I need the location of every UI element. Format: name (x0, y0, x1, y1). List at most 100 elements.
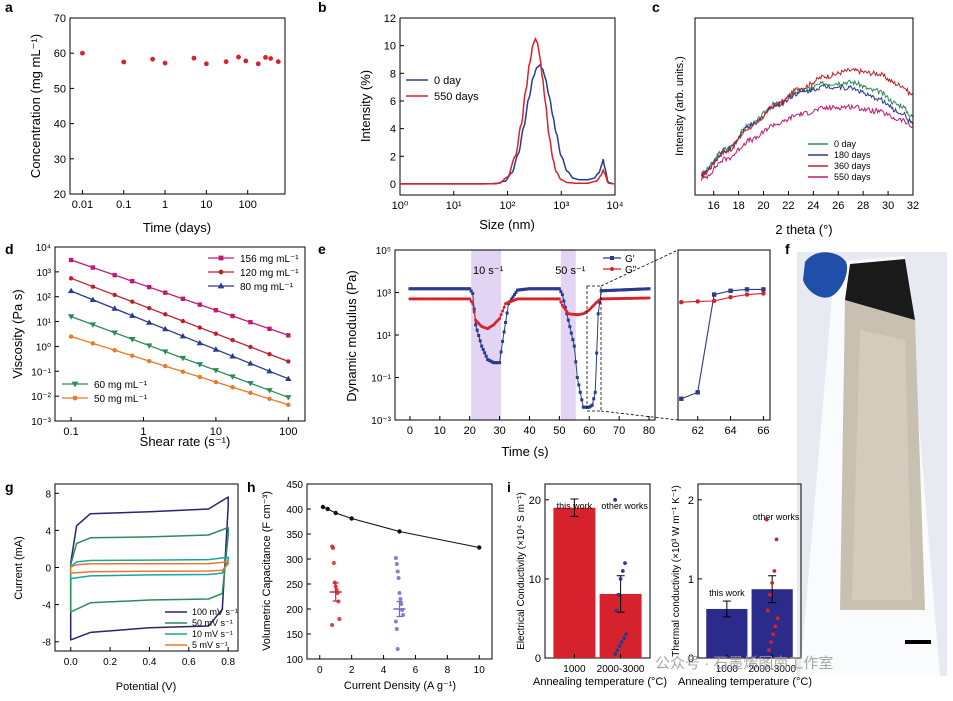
modulus-point (571, 338, 575, 342)
legend-label: 156 mg mL⁻¹ (240, 254, 299, 265)
modulus-point (557, 287, 561, 291)
panel-c-xtick-label: 18 (732, 200, 744, 212)
watermark-text: 公众号 · 石墨烯图南工作室 (655, 655, 833, 672)
viscosity-point (285, 395, 292, 401)
panel-b-xtick-label: 10⁴ (607, 200, 624, 212)
concentration-point (236, 54, 241, 60)
panel-c-xtick-label: 22 (782, 200, 794, 212)
panel-h-ytick-label: 400 (286, 505, 303, 516)
legend-label: 550 days (434, 91, 479, 103)
other-work-point (399, 602, 404, 606)
viscosity-point (130, 279, 135, 284)
panel-e-xtick-label: 70 (613, 425, 625, 437)
panel-a-xtick-label: 0.1 (116, 199, 131, 211)
panel-c-xtick-label: 24 (807, 200, 819, 212)
panel-d-xtick-label: 0.1 (63, 426, 78, 438)
viscosity-point (196, 362, 204, 368)
inset-modulus-point (761, 291, 766, 296)
panel-b-frame (399, 17, 616, 196)
panel-e-xtick-label: 20 (464, 425, 476, 437)
modulus-point (471, 291, 475, 295)
panel-d-ytick-label: 10¹ (37, 318, 52, 329)
legend-label: G' (625, 254, 635, 265)
modulus-point (483, 351, 487, 355)
panel-e: e 10 s⁻¹ 50 s⁻¹ 0 10 20 30 40 50 60 70 80 10⁻³ 10⁻¹… (318, 241, 771, 459)
viscosity-point (147, 284, 152, 290)
panel-c-xtick-label: 26 (832, 200, 844, 212)
panel-g-label: g (5, 479, 14, 495)
modulus-line (409, 297, 649, 330)
panel-h-ytick-label: 450 (286, 480, 303, 491)
panel-g-xtick-label: 0.0 (64, 657, 78, 668)
cv-loop (69, 526, 229, 613)
panel-a-xlabel: Time (days) (143, 220, 211, 235)
panel-b-ytick-label: 0 (390, 179, 396, 191)
panel-b-ytick-label: 6 (390, 96, 396, 108)
panel-i2-ytick-label: 2 (688, 495, 694, 507)
panel-a-xtick-label: 1 (162, 199, 168, 211)
panel-i2-other-work-point (773, 624, 778, 629)
xrd-pattern-line (701, 67, 913, 179)
viscosity-point (90, 341, 96, 346)
concentration-point (121, 59, 127, 65)
panel-c-label: c (652, 0, 660, 15)
legend-marker (610, 256, 614, 260)
other-work-point (394, 562, 399, 566)
other-work-point (395, 647, 400, 651)
panel-h-ylabel: Volumetric Capacitance (F cm⁻³) (261, 491, 273, 651)
inset-modulus-point (744, 292, 750, 297)
photo-film-highlight (852, 330, 912, 600)
viscosity-point (230, 337, 235, 343)
panel-b-ytick-label: 12 (384, 13, 396, 25)
modulus-point (647, 296, 651, 300)
other-work-point (330, 623, 335, 627)
inset-modulus-point (695, 390, 700, 395)
inset-modulus-line (681, 292, 764, 303)
modulus-point (511, 295, 515, 299)
modulus-point (647, 287, 651, 291)
panel-i2-ytick-label: 0 (688, 653, 694, 665)
panel-i1-other-work-point (623, 561, 627, 565)
panel-a-ytick-label: 40 (54, 119, 66, 131)
panel-i1-bar (553, 507, 596, 658)
viscosity-point (180, 369, 186, 374)
modulus-point (568, 325, 572, 329)
viscosity-point (163, 290, 168, 295)
viscosity-point (90, 265, 96, 270)
panel-a-label: a (5, 0, 13, 15)
modulus-point (562, 305, 566, 309)
panel-a-ylabel: Concentration (mg mL⁻¹) (28, 34, 43, 178)
viscosity-point (213, 331, 219, 336)
inset-modulus-point (695, 299, 700, 304)
this-work-point (320, 504, 326, 510)
panel-i1-ylabel: Electrical Conductivity (×10⁴ S m⁻¹) (516, 492, 527, 650)
panel-g-ytick-label: -8 (42, 638, 51, 649)
modulus-point (469, 289, 473, 293)
panel-a-ytick-label: 60 (54, 48, 66, 60)
xrd-pattern-line (700, 103, 913, 182)
other-work-point (398, 597, 403, 601)
concentration-point (150, 56, 156, 62)
modulus-point (475, 328, 479, 332)
panel-e-zoom-line-bottom (600, 410, 679, 421)
modulus-point (510, 297, 514, 301)
viscosity-point (180, 318, 186, 324)
legend-label: 180 days (834, 150, 871, 160)
this-work-point (333, 510, 338, 516)
legend-marker (217, 282, 225, 289)
viscosity-point (229, 353, 236, 359)
panel-i2-xtick-label: 2000-3000 (748, 664, 796, 675)
panel-i-label: i (507, 479, 511, 495)
panel-i1-other-work-point (616, 592, 621, 597)
panel-h-ytick-label: 200 (286, 605, 303, 616)
panel-e-ytick-label: 10³ (377, 289, 392, 300)
modulus-point (471, 302, 475, 306)
panel-h-xtick-label: 0 (317, 665, 323, 676)
modulus-point (474, 323, 478, 327)
panel-g-xtick-label: 0.2 (103, 657, 117, 668)
panel-e-xtick-label: 30 (493, 425, 505, 437)
this-work-point (477, 545, 482, 550)
viscosity-point (247, 381, 254, 387)
modulus-point (559, 300, 563, 304)
